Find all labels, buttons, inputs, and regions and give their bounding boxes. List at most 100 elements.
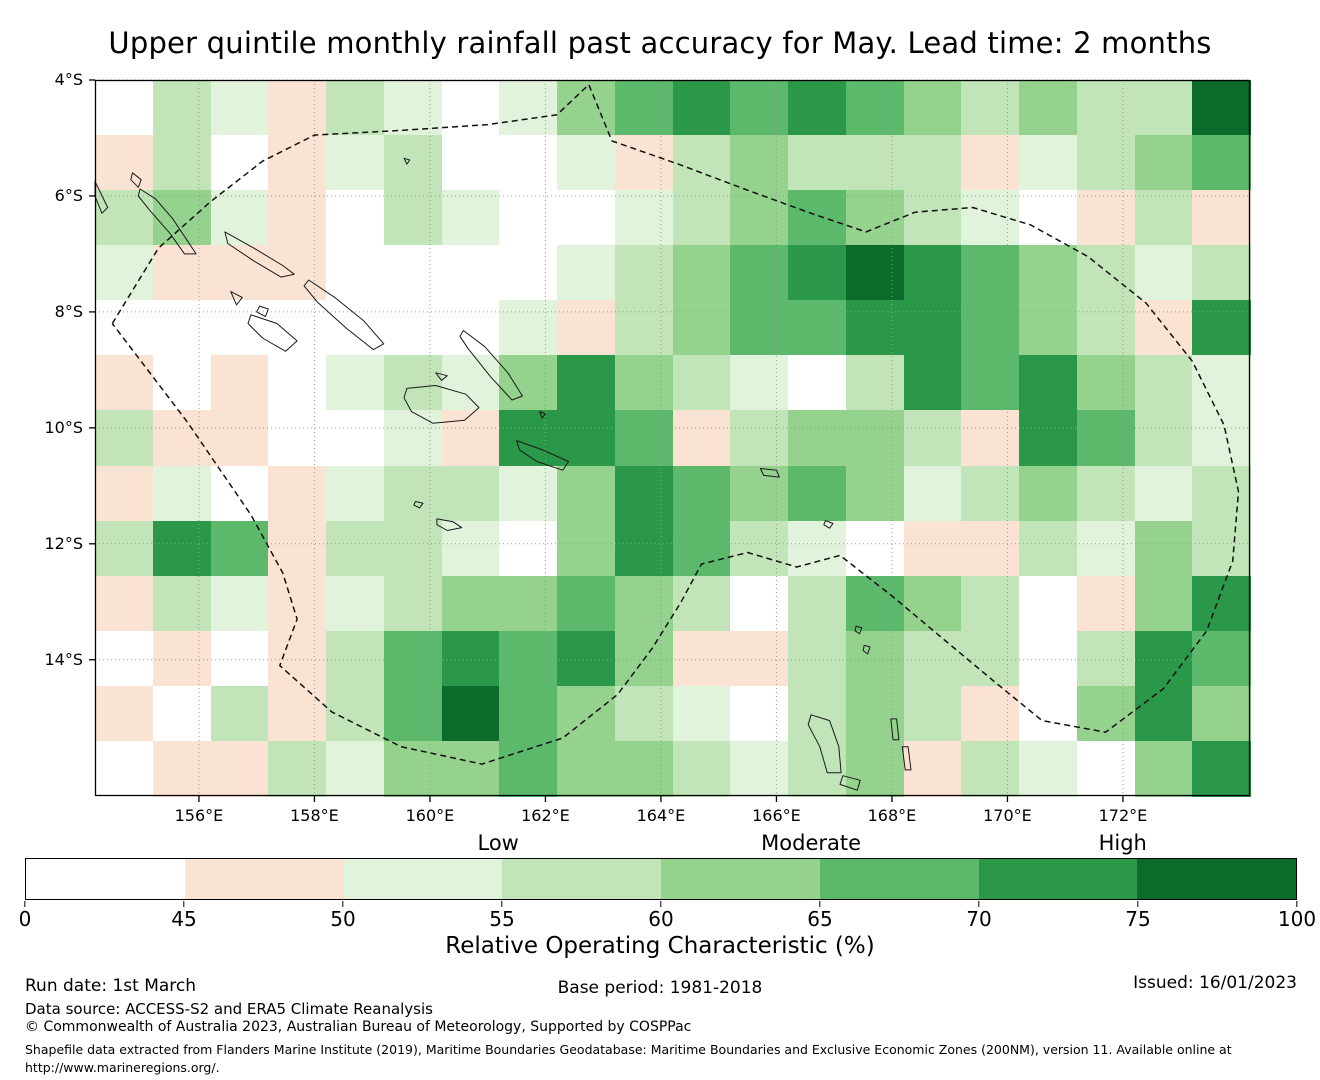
heatmap-cell (672, 685, 731, 742)
coastline (823, 520, 834, 529)
map-plot-area (89, 79, 1251, 802)
heatmap-cell (441, 245, 500, 301)
heatmap-cell (499, 520, 558, 577)
heatmap-cell (1134, 80, 1193, 136)
heatmap-cell (1134, 355, 1193, 412)
colorbar-tick-label: 70 (966, 907, 992, 931)
heatmap-cell (499, 80, 558, 136)
heatmap-cell (326, 355, 385, 412)
heatmap-cell (1192, 465, 1251, 522)
heatmap-cell (1019, 355, 1078, 412)
heatmap-cell (1192, 685, 1251, 742)
heatmap-cell (614, 80, 674, 136)
heatmap-cell (268, 245, 327, 301)
heatmap-cell (326, 630, 385, 687)
heatmap-cell (152, 575, 212, 632)
heatmap-cell (1019, 135, 1078, 191)
heatmap-cell (210, 190, 269, 246)
heatmap-cell (383, 135, 443, 191)
heatmap-cell (730, 410, 789, 467)
heatmap-cell (499, 410, 558, 467)
heatmap-cell (614, 300, 674, 356)
heatmap-cell (845, 355, 905, 412)
heatmap-cell (557, 300, 616, 356)
heatmap-cell (152, 355, 212, 412)
longitude-tick-label: 162°E (521, 806, 570, 825)
heatmap-cell (672, 740, 731, 797)
heatmap-cell (614, 410, 674, 467)
heatmap-cell (614, 575, 674, 632)
heatmap-cell (1134, 300, 1193, 356)
heatmap-cell (499, 300, 558, 356)
heatmap-cell (903, 575, 962, 632)
heatmap-cell (1076, 355, 1136, 412)
heatmap-cell (730, 190, 789, 246)
heatmap-cell (788, 410, 847, 467)
heatmap-cell (1076, 300, 1136, 356)
base-period-text: Base period: 1981-2018 (557, 978, 763, 998)
coastline (413, 501, 424, 509)
heatmap-cell (210, 685, 269, 742)
colorbar-tickmark (183, 901, 185, 907)
colorbar-tickmark (978, 901, 980, 907)
heatmap-cell (903, 245, 962, 301)
heatmap-cell (1134, 575, 1193, 632)
heatmap-cell (499, 190, 558, 246)
heatmap-cell (672, 300, 731, 356)
heatmap-cell (672, 465, 731, 522)
data-source-text: Data source: ACCESS-S2 and ERA5 Climate … (25, 1000, 433, 1018)
heatmap-cell (557, 740, 616, 797)
colorbar-segment (819, 859, 979, 899)
heatmap-cell (441, 80, 500, 136)
latitude-tick-label: 4°S (54, 70, 83, 89)
heatmap-cell (326, 190, 385, 246)
heatmap-cell (1076, 740, 1136, 797)
heatmap-cell (1134, 685, 1193, 742)
coastline (256, 305, 269, 317)
longitude-tick-label: 168°E (867, 806, 917, 825)
heatmap-cell (210, 355, 269, 412)
heatmap-cell (672, 80, 731, 136)
latitude-tick-label: 10°S (44, 417, 83, 437)
longitude-tick-label: 158°E (290, 806, 339, 825)
heatmap-cell (730, 520, 789, 577)
colorbar-tickmark (819, 901, 821, 907)
colorbar-tick-label: 75 (1125, 907, 1151, 931)
longitude-tick-label: 166°E (752, 806, 801, 825)
heatmap-cell (614, 135, 674, 191)
map-overlay (89, 79, 1251, 802)
heatmap-cell (95, 245, 154, 301)
heatmap-cell (95, 135, 154, 191)
roc-heatmap (95, 80, 1251, 797)
heatmap-cell (1019, 740, 1078, 797)
coastline (807, 714, 842, 774)
colorbar-tick-label: 0 (18, 907, 32, 931)
coastline (839, 775, 861, 791)
heatmap-cell (557, 190, 616, 246)
colorbar-tickmark (501, 901, 503, 907)
latitude-tick-label: 8°S (54, 301, 83, 321)
heatmap-cell (903, 740, 962, 797)
heatmap-cell (441, 740, 500, 797)
heatmap-cell (441, 410, 500, 467)
heatmap-cell (614, 740, 674, 797)
heatmap-cell (326, 300, 385, 356)
colorbar-segment (343, 859, 503, 899)
heatmap-cell (730, 630, 789, 687)
heatmap-cell (326, 410, 385, 467)
longitude-tick-label: 164°E (636, 806, 686, 825)
heatmap-cell (441, 355, 500, 412)
heatmap-cell (845, 740, 905, 797)
colorbar-zone-label: Moderate (761, 831, 862, 855)
heatmap-cell (961, 740, 1020, 797)
heatmap-cell (326, 685, 385, 742)
heatmap-cell (1076, 245, 1136, 301)
heatmap-cell (961, 685, 1020, 742)
heatmap-cell (152, 520, 212, 577)
heatmap-cell (730, 740, 789, 797)
colorbar-tick-labels: 0 45 50 55 60 65 70 75 100 (19, 901, 1316, 931)
coastline (130, 172, 142, 188)
heatmap-cell (788, 355, 847, 412)
coastline (303, 279, 385, 351)
heatmap-cell (441, 575, 500, 632)
